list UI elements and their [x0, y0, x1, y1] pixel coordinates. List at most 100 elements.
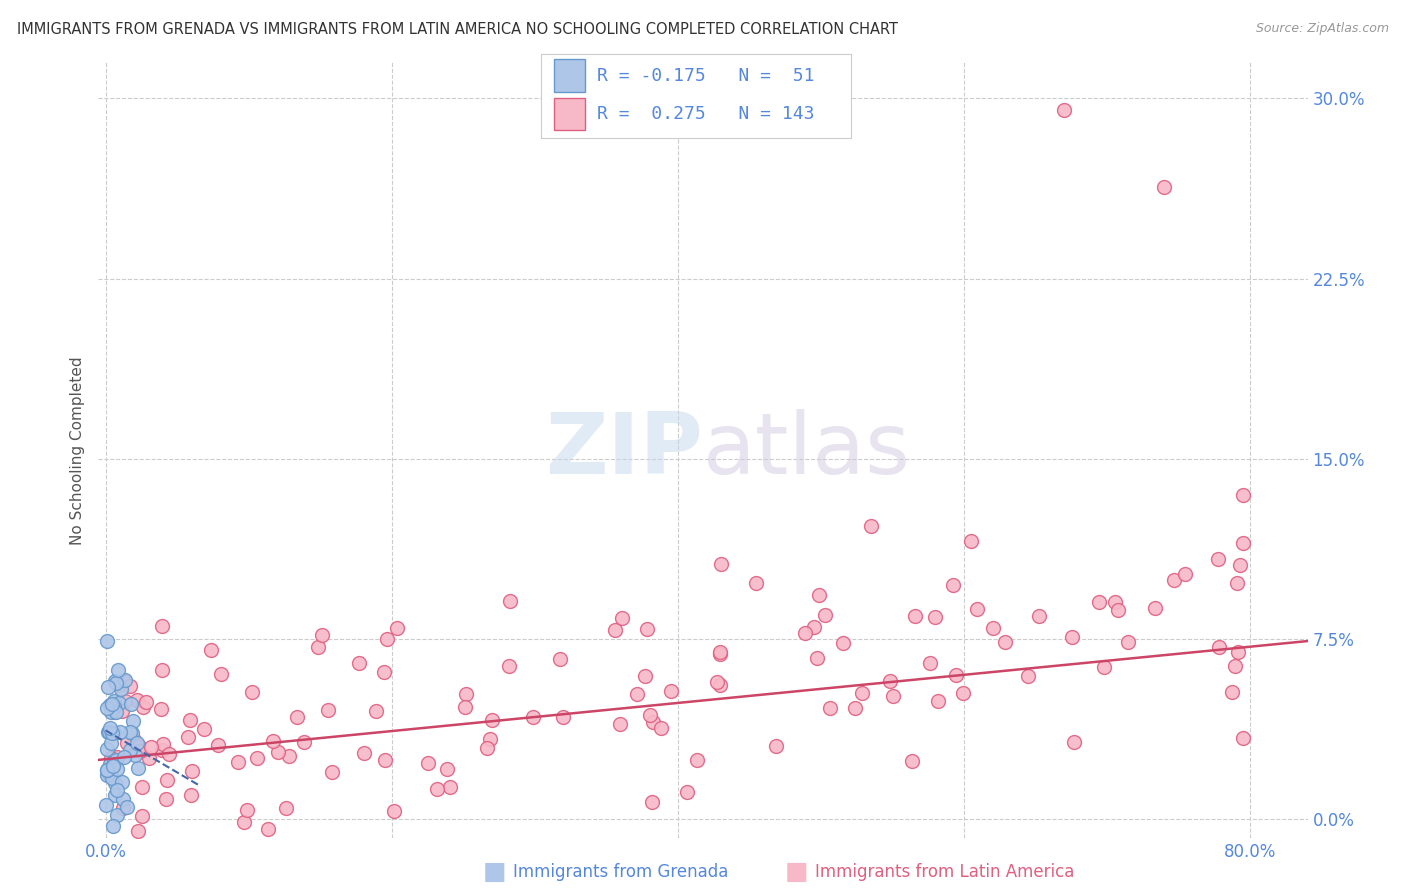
Point — [924, 610, 946, 624]
Point — [375, 632, 398, 647]
Point — [745, 576, 768, 591]
Point — [1017, 669, 1039, 683]
Point — [138, 751, 160, 765]
Point — [945, 668, 967, 682]
Point — [108, 724, 131, 739]
Point — [262, 734, 284, 748]
Point — [1208, 552, 1230, 566]
Point — [481, 713, 503, 727]
Point — [643, 714, 665, 729]
Point — [477, 740, 499, 755]
Point — [1174, 566, 1197, 581]
Point — [124, 748, 146, 763]
Point — [1062, 630, 1084, 644]
Point — [1153, 180, 1175, 194]
Point — [111, 775, 134, 789]
Point — [285, 710, 308, 724]
Point — [96, 634, 118, 648]
Text: R =  0.275   N = 143: R = 0.275 N = 143 — [598, 104, 814, 123]
Point — [127, 761, 149, 775]
Point — [650, 721, 672, 735]
Point — [1163, 573, 1185, 587]
Point — [103, 694, 125, 708]
Point — [115, 800, 138, 814]
Point — [347, 656, 370, 670]
Point — [960, 533, 983, 548]
Point — [553, 710, 575, 724]
Point — [1116, 634, 1139, 648]
Point — [104, 753, 127, 767]
Point — [121, 726, 143, 740]
Point — [709, 678, 731, 692]
Text: ■: ■ — [785, 861, 808, 884]
Text: Source: ZipAtlas.com: Source: ZipAtlas.com — [1256, 22, 1389, 36]
Point — [844, 701, 866, 715]
Point — [111, 792, 134, 806]
Point — [100, 705, 122, 719]
Point — [426, 782, 449, 797]
Point — [522, 709, 544, 723]
Point — [96, 768, 118, 782]
Point — [416, 756, 439, 770]
Point — [1063, 735, 1085, 749]
Point — [879, 674, 901, 689]
Point — [498, 658, 520, 673]
Point — [107, 663, 129, 677]
Point — [981, 621, 1004, 635]
Point — [1144, 601, 1167, 615]
Point — [120, 697, 142, 711]
Text: IMMIGRANTS FROM GRENADA VS IMMIGRANTS FROM LATIN AMERICA NO SCHOOLING COMPLETED : IMMIGRANTS FROM GRENADA VS IMMIGRANTS FR… — [17, 22, 898, 37]
Point — [104, 776, 127, 790]
Point — [994, 634, 1017, 648]
Point — [814, 607, 837, 622]
Point — [1223, 658, 1246, 673]
Point — [638, 708, 661, 723]
Point — [97, 725, 120, 739]
Point — [636, 622, 658, 636]
Point — [257, 822, 280, 836]
Point — [98, 698, 121, 712]
Point — [127, 736, 149, 750]
Text: ■: ■ — [482, 861, 506, 884]
Point — [794, 626, 817, 640]
Point — [111, 801, 134, 815]
Point — [1104, 595, 1126, 609]
Point — [152, 737, 174, 751]
Point — [96, 741, 118, 756]
Point — [439, 780, 461, 794]
Point — [105, 808, 128, 822]
Point — [98, 769, 121, 783]
Point — [105, 676, 128, 690]
Point — [374, 753, 396, 767]
Point — [125, 692, 148, 706]
Point — [1053, 103, 1076, 118]
Point — [612, 611, 634, 625]
Point — [1232, 731, 1254, 746]
Point — [709, 647, 731, 661]
Point — [806, 651, 828, 665]
Point — [177, 731, 200, 745]
Point — [1232, 488, 1254, 502]
Point — [180, 788, 202, 802]
Point — [1088, 595, 1111, 609]
Point — [641, 795, 664, 809]
Point — [103, 699, 125, 714]
Point — [155, 792, 177, 806]
Point — [920, 657, 942, 671]
Point — [150, 663, 173, 677]
Point — [882, 689, 904, 703]
Point — [200, 642, 222, 657]
Point — [966, 602, 988, 616]
Point — [550, 651, 572, 665]
Point — [150, 743, 173, 757]
Point — [382, 804, 405, 818]
Point — [135, 695, 157, 709]
Point — [207, 739, 229, 753]
Point — [686, 753, 709, 767]
Point — [114, 673, 136, 687]
Point — [110, 681, 132, 696]
Point — [226, 755, 249, 769]
Point — [626, 687, 648, 701]
Point — [127, 824, 149, 838]
Point — [107, 696, 129, 710]
